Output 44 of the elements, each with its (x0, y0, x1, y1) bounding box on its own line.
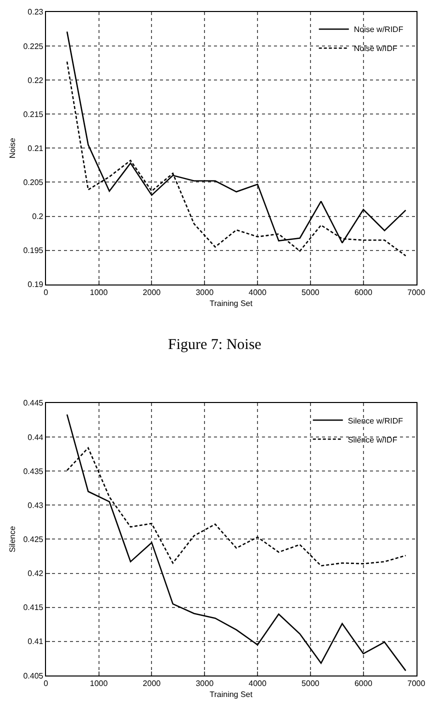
x-tick-label: 5000 (302, 288, 320, 298)
x-tick-label: 1000 (90, 288, 108, 298)
x-tick-label: 0 (44, 679, 49, 688)
x-tick-label: 0 (44, 288, 49, 298)
x-tick-label: 1000 (90, 679, 108, 688)
y-tick-label: 0.215 (23, 110, 44, 119)
y-tick-label: 0.425 (23, 534, 44, 544)
y-tick-label: 0.22 (28, 76, 44, 85)
y-tick-label: 0.225 (23, 42, 44, 51)
y-tick-label: 0.405 (23, 671, 44, 680)
x-tick-label: 6000 (354, 679, 373, 688)
y-tick-label: 0.2 (32, 212, 44, 222)
y-tick-label: 0.21 (28, 144, 44, 153)
x-tick-label: 2000 (142, 679, 162, 688)
x-tick-label: 4000 (248, 288, 267, 298)
legend-label: Noise w/IDF (354, 44, 398, 54)
x-tick-label: 6000 (354, 288, 373, 298)
x-tick-label: 2000 (142, 288, 162, 298)
y-tick-label: 0.19 (28, 280, 44, 290)
y-tick-label: 0.445 (23, 398, 44, 408)
x-tick-label: 4000 (248, 679, 267, 688)
x-tick-label: 7000 (407, 288, 426, 298)
y-tick-label: 0.195 (23, 246, 44, 256)
caption: Figure 7: Noise (168, 337, 262, 353)
y-tick-label: 0.44 (28, 432, 44, 442)
legend-label: Silence w/IDF (348, 435, 398, 444)
legend-label: Noise w/RIDF (354, 25, 404, 34)
y-axis-title: Noise (8, 137, 17, 158)
y-tick-label: 0.43 (28, 500, 44, 510)
x-tick-label: 7000 (407, 679, 426, 688)
x-tick-label: 3000 (196, 288, 214, 298)
y-tick-label: 0.435 (23, 466, 44, 476)
x-axis-title: Training Set (210, 299, 254, 308)
y-tick-label: 0.415 (23, 603, 44, 612)
x-axis-title: Training Set (210, 690, 254, 700)
x-tick-label: 5000 (302, 679, 320, 688)
legend-label: Silence w/RIDF (348, 416, 404, 426)
line-series (66, 414, 406, 672)
x-tick-label: 3000 (196, 679, 214, 688)
y-tick-label: 0.205 (23, 178, 44, 188)
y-tick-label: 0.42 (28, 569, 44, 578)
y-tick-label: 0.41 (28, 637, 44, 646)
y-tick-label: 0.23 (28, 8, 44, 17)
y-axis-title: Silence (8, 526, 17, 552)
